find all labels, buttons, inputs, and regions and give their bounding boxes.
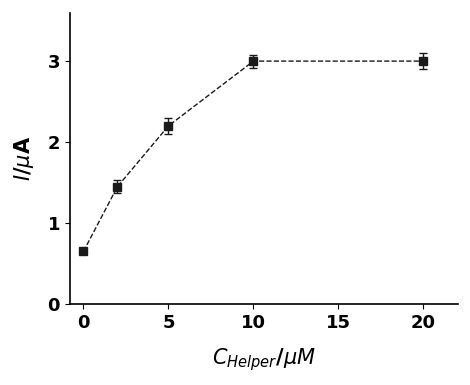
X-axis label: $\mathit{C}_{\mathit{Helper}}$/$\mathit{\mu M}$: $\mathit{C}_{\mathit{Helper}}$/$\mathit{… xyxy=(212,346,315,373)
Y-axis label: $\mathit{I}$/$\mathit{\mu}$A: $\mathit{I}$/$\mathit{\mu}$A xyxy=(13,136,37,181)
